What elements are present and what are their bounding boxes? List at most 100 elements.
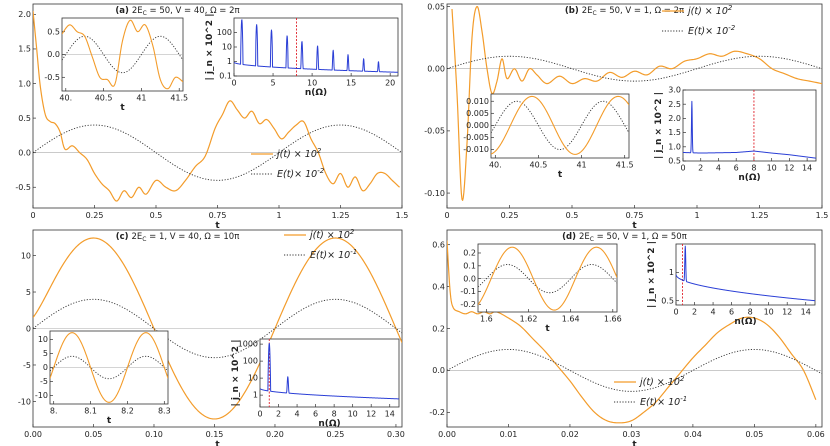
panel-b-inset-spectrum-xtick-label: 0 [680, 164, 685, 173]
panel-c-inset-spectrum-ytick-label: 100 [243, 357, 258, 366]
panel-b-inset-time-series-j [491, 95, 629, 155]
panel-a-inset-time-series-e [62, 35, 183, 74]
panel-a-inset-spectrum-frame [233, 17, 399, 77]
panel-d-legend-label: j(t) × 102 [638, 375, 685, 388]
panel-d-series-j [447, 240, 817, 424]
panel-c-inset-time-ytick-label: 10 [38, 335, 48, 344]
panel-d-xtick-label: 0.06 [807, 430, 825, 439]
panel-b-xtick-label: 0.75 [626, 211, 644, 220]
panel-c-inset-spectrum-xtick-label: 2 [276, 410, 281, 419]
panel-d-inset-spectrum-xtick-label: 4 [711, 308, 716, 317]
panel-b-inset-time-xtick-label: 40. [489, 161, 502, 170]
panel-d-inset-spectrum-ytick-label: 0.5 [661, 296, 674, 305]
panel-b-inset-spectrum-xtick-label: 14 [802, 164, 812, 173]
panel-b-plot-area [447, 5, 822, 201]
panel-c-inset-spectrum-ytick-label: 10 [248, 374, 258, 383]
panel-a-xtick-label: 0.75 [209, 211, 227, 220]
panel-d-inset-spectrum-xtick-label: 0 [673, 308, 678, 317]
panel-a-inset-time-xtick-label: 40. [59, 94, 72, 103]
panel-c-plot-area [33, 237, 402, 420]
panel-c-inset-spectrum-series [260, 342, 399, 400]
panel-b-inset-time-xtick-label: 40.5 [530, 161, 548, 170]
panel-d-inset-time-xtick-label: 1.64 [562, 315, 580, 324]
panel-a-legend-label: j(t) × 102 [275, 147, 322, 160]
panel-c-xtick-label: 0.00 [24, 430, 42, 439]
panel-c-inset-spectrum-xlabel: n(Ω) [318, 419, 340, 429]
panel-d-inset-spectrum-ytick-label: 1 [669, 268, 674, 277]
panel-a-inset-spectrum-ylabel: | j_n × 10^2 | [205, 14, 215, 81]
panel-c-inset-spectrum-ytick-label: 1 [253, 391, 258, 400]
panel-a-inset-time-ytick-label: 0.0 [47, 50, 60, 59]
panel-d-inset-spectrum-xtick-label: 14 [801, 308, 811, 317]
panel-c-inset-time-xtick-label: 8. [50, 407, 58, 416]
panel-b-inset-spectrum-ytick-label: 1.5 [668, 128, 681, 137]
panel-c-ytick-label: 10 [21, 251, 31, 260]
panel-c-xtick-label: 0.15 [206, 430, 224, 439]
panel-c-legend-label: j(t) × 102 [308, 228, 355, 241]
panel-a-inset-spectrum-xlabel: n(Ω) [305, 88, 327, 98]
panel-c-xlabel: t [215, 440, 220, 446]
panel-a-inset-spectrum-xtick-label: 20 [385, 79, 395, 88]
panel-b-inset-spectrum-xtick-label: 10 [767, 164, 777, 173]
panel-c-inset-time-ytick-label: -10 [35, 391, 48, 400]
panel-d-series-e [447, 349, 822, 392]
panel-d-inset-time-series-j [478, 246, 617, 311]
panel-d-xtick-label: 0.04 [684, 430, 702, 439]
panel-b: 0 0.25 0.5 0.75 1 1.25 1.5 -0.10 -0.05 0.00 0.05 t (… [424, 2, 828, 231]
panel-c-series-e [33, 298, 402, 359]
panel-b-series-j [451, 5, 822, 201]
panel-a-inset-time-ytick-label: -0.5 [44, 73, 60, 82]
panel-d-inset-time-series-e [478, 264, 617, 294]
panel-a-inset-time-xtick-label: 41 [136, 94, 146, 103]
panel-a-inset-spectrum-ytick-label: 0.1 [219, 72, 232, 81]
panel-c-inset-time-xtick-label: 8.2 [121, 407, 134, 416]
panel-c-ytick-label: 0 [26, 324, 31, 333]
panel-b-xtick-label: 0 [444, 211, 449, 220]
panel-d-ytick-label: 0.6 [432, 240, 445, 249]
panel-a-series-j [33, 10, 400, 202]
panel-a-inset-time-xlabel: t [120, 103, 125, 113]
panel-b-legend-label: E(t)× 10-2 [688, 24, 736, 37]
panel-c-ytick-label: 5 [26, 288, 31, 297]
panel-b-inset-spectrum-frame [682, 89, 817, 162]
panel-a-xtick-label: 0 [30, 211, 35, 220]
panel-b-inset-spectrum-ytick-label: 1.0 [668, 142, 681, 151]
panel-c-inset-spectrum-ytick-label: 1000 [238, 340, 258, 349]
panel-a-ytick-label: 0.0 [18, 148, 31, 157]
panel-b-inset-time-ytick-label: 0.010 [466, 97, 489, 106]
panel-b-legend-label: j(t) × 102 [686, 4, 733, 17]
panel-d-inset-spectrum-xtick-label: 12 [782, 308, 792, 317]
panel-b-inset-time-ytick-label: -0.010 [463, 145, 489, 154]
panel-a-inset-spectrum-xtick-label: 5 [271, 79, 276, 88]
panel-c-ytick-label: -10 [18, 397, 31, 406]
panel-d-inset-spectrum-series [676, 245, 815, 302]
panel-c: 0.00 0.05 0.10 0.15 0.20 0.25 0.30-10-50510t(c… [18, 228, 405, 446]
panel-d-xtick-label: 0.02 [561, 430, 579, 439]
panel-b-ytick-label: -0.10 [424, 189, 445, 198]
panel-c-xtick-label: 0.25 [327, 430, 345, 439]
panel-c-inset-time-ytick-label: 0 [43, 363, 48, 372]
panel-d: 0.00 0.01 0.02 0.03 0.04 0.05 0.06-0.20.00.20.… [429, 229, 825, 446]
panel-d-inset-spectrum-xtick-label: 6 [729, 308, 734, 317]
panel-d-inset-spectrum-xtick-label: 10 [764, 308, 774, 317]
panel-a-plot-area [33, 10, 402, 202]
panel-a-ytick-label: 1.5 [18, 45, 31, 54]
panel-d-xtick-label: 0.01 [500, 430, 518, 439]
panel-a-inset-time-xtick-label: 41.5 [170, 94, 188, 103]
panel-d-xtick-label: 0.05 [745, 430, 763, 439]
panel-c-xtick-label: 0.30 [387, 430, 405, 439]
panel-c-inset-spectrum-frame [259, 338, 400, 408]
panel-c-inset-time-series-e [50, 355, 168, 380]
panel-d-inset-spectrum-xtick-label: 8 [748, 308, 753, 317]
panel-a-inset-spectrum-xtick-label: 15 [346, 79, 356, 88]
panel-b-inset-spectrum-xtick-label: 4 [716, 164, 721, 173]
panel-b-xtick-label: 0.25 [501, 211, 519, 220]
panel-a-legend-label: E(t)× 10-2 [277, 167, 325, 180]
panel-d-ytick-label: 0.2 [432, 324, 445, 333]
panel-b-xlabel: t [632, 221, 637, 231]
panel-b-inset-spectrum-ytick-label: 3.0 [668, 86, 681, 95]
panel-a: 0 0.25 0.5 0.75 1 1.25 1.5 -0.5 0.0 0.5 1.0 1.5 2.0 t… [15, 3, 408, 231]
panel-a-inset-spectrum-ytick-label: 1 [227, 57, 232, 66]
panel-d-ytick-label: 0.0 [432, 366, 445, 375]
